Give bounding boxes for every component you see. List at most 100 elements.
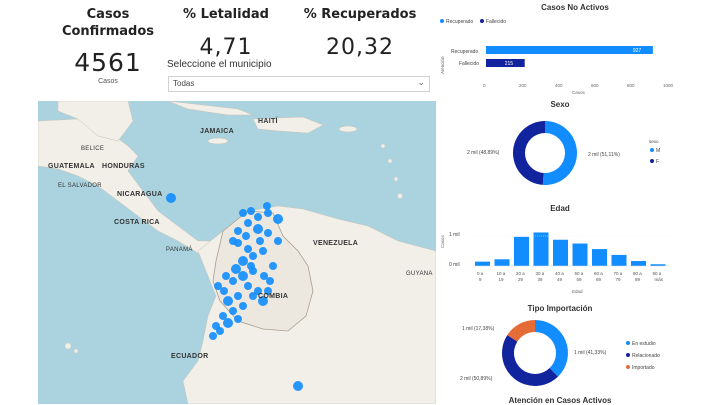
edad-tick: 39	[538, 277, 544, 282]
case-bubble	[234, 292, 242, 300]
edad-tick: 59	[577, 277, 583, 282]
map-label-jamaica: JAMAICA	[200, 128, 234, 135]
bar-recuperado	[486, 46, 653, 54]
legend-fallecido-swatch	[480, 19, 484, 23]
case-bubble	[273, 214, 283, 224]
case-bubble	[263, 202, 271, 210]
tipo-label-left-bottom: 2 mil (50,89%)	[460, 376, 493, 382]
south-america-land	[182, 205, 436, 404]
casos-no-activos-title: Casos No Activos	[541, 3, 609, 12]
slice-en-estudio	[535, 320, 568, 377]
municipio-dropdown-value: Todas	[173, 79, 195, 88]
municipio-slicer-label: Seleccione el municipio	[167, 59, 272, 70]
case-bubble	[259, 247, 267, 255]
case-bubble	[234, 227, 242, 235]
map-label-costa-rica: COSTA RICA	[114, 219, 160, 226]
x-tick: 800	[627, 83, 635, 88]
case-bubble	[274, 237, 282, 245]
edad-bar	[494, 259, 510, 266]
edad-y-title: Casos	[440, 234, 445, 248]
case-bubble	[249, 252, 257, 260]
kpi-casos-title-2: Confirmados	[61, 24, 155, 39]
case-bubble	[249, 292, 257, 300]
edad-bars	[473, 232, 670, 267]
casos-no-activos-x-title: Casos	[572, 90, 586, 95]
case-bubble	[166, 193, 176, 203]
legend-m-label: M	[656, 148, 660, 154]
slice-relacionado	[502, 335, 559, 386]
kpi-letalidad: % Letalidad 4,71	[176, 6, 276, 60]
case-bubble	[244, 245, 252, 253]
slice-f	[513, 121, 545, 185]
case-bubble	[254, 287, 262, 295]
edad-tick: 9	[479, 277, 482, 282]
case-bubble	[247, 262, 255, 270]
edad-tick: 20 a	[516, 271, 525, 276]
sexo-donut	[513, 121, 577, 185]
case-bubble	[229, 307, 237, 315]
edad-bar	[611, 254, 627, 266]
cuba-land	[167, 101, 254, 116]
edad-tick: 19	[499, 277, 505, 282]
kpi-letalidad-value: 4,71	[199, 35, 253, 60]
edad-tick: 70 a	[614, 271, 623, 276]
sexo-chart: 2 mil (48,89%) 2 mil (51,11%) sexo M F	[467, 121, 660, 185]
case-bubble	[293, 381, 303, 391]
x-tick: 600	[591, 83, 599, 88]
case-bubble	[229, 237, 237, 245]
municipio-dropdown[interactable]: Todas ⌄	[168, 76, 430, 92]
case-bubble	[214, 282, 222, 290]
island	[397, 193, 403, 199]
edad-bar	[631, 261, 646, 266]
edad-category-labels: 0 a9 10 a19 20 a29 30 a39 40 a49 50 a59 60 a69…	[477, 271, 664, 282]
case-bubble	[239, 302, 247, 310]
casos-no-activos-ticks: 0 200 400 600 800 1000	[483, 83, 674, 88]
map-label-el-salvador: EL SALVADOR	[58, 183, 102, 189]
case-bubble	[222, 272, 230, 280]
tipo-label-right: 1 mil (41,33%)	[574, 350, 607, 356]
bar-value-fallecido: 215	[505, 61, 514, 67]
map-label-belice: BELICE	[81, 146, 105, 152]
edad-bar	[553, 239, 568, 266]
casos-no-activos-chart: Recuperado Fallecido Atención Recuperado…	[440, 19, 674, 95]
case-bubble	[264, 287, 272, 295]
case-bubble	[239, 209, 247, 217]
map-label-honduras: HONDURAS	[102, 163, 145, 170]
chevron-down-icon[interactable]: ⌄	[417, 77, 425, 87]
x-tick: 200	[519, 83, 527, 88]
map-label-venezuela: VENEZUELA	[313, 240, 359, 247]
cases-map[interactable]: JAMAICA HAITÍ BELICE GUATEMALA HONDURAS …	[38, 101, 436, 404]
slice-m	[542, 121, 577, 185]
x-tick: 400	[555, 83, 563, 88]
island	[380, 143, 386, 149]
island	[393, 176, 399, 182]
edad-bar	[650, 264, 666, 266]
case-bubble	[231, 264, 241, 274]
case-bubble	[260, 272, 268, 280]
edad-tick: 60 a	[594, 271, 603, 276]
case-bubble	[238, 256, 248, 266]
legend-recuperado-label: Recuperado	[446, 19, 473, 25]
case-bubble	[253, 224, 263, 234]
map-label-panama: PANAMÁ	[166, 247, 193, 253]
case-bubble	[234, 315, 242, 323]
yucatan-land	[57, 101, 134, 142]
edad-tick: 29	[518, 277, 524, 282]
case-bubble	[247, 207, 255, 215]
edad-bar	[592, 249, 607, 266]
map-canvas	[38, 101, 436, 404]
edad-tick: 69	[596, 277, 602, 282]
galapagos-island	[73, 348, 79, 354]
edad-bar	[514, 236, 529, 266]
case-bubble	[264, 229, 272, 237]
bar-fallecido	[486, 59, 525, 67]
case-bubble	[229, 277, 237, 285]
atencion-title: Atención en Casos Activos	[508, 396, 612, 405]
legend-en-estudio-swatch	[626, 341, 630, 345]
sexo-title: Sexo	[550, 100, 570, 109]
legend-relacionado-swatch	[626, 353, 630, 357]
edad-tick: 79	[616, 277, 622, 282]
legend-f-label: F	[656, 159, 659, 165]
edad-bar	[475, 261, 490, 266]
case-bubble	[269, 262, 277, 270]
